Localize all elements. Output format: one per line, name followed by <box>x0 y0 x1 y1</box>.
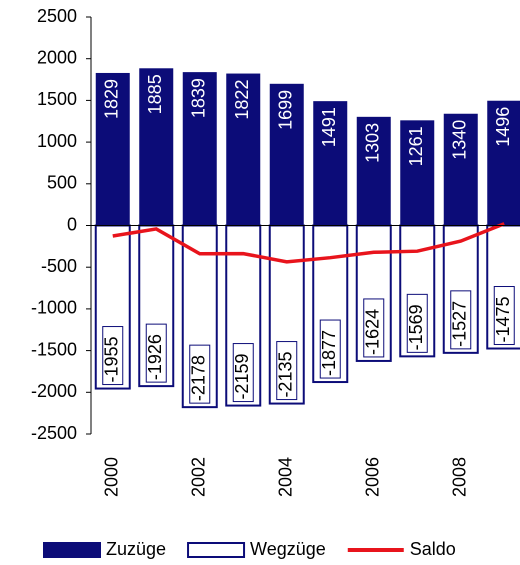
y-tick-label: 2000 <box>37 47 77 67</box>
data-label: -1475 <box>493 296 513 342</box>
y-tick-label: 1000 <box>37 131 77 151</box>
data-label-box <box>450 290 472 350</box>
bar <box>95 72 130 226</box>
data-label: 1885 <box>145 74 165 114</box>
legend-swatch <box>187 542 246 558</box>
data-label: -2159 <box>232 354 252 400</box>
x-tick-label: 2002 <box>189 457 209 497</box>
legend: Zuzüge Wegzüge Saldo <box>43 539 456 559</box>
data-label: 1699 <box>276 90 296 130</box>
y-tick-label: 500 <box>47 173 77 193</box>
y-tick-label: 1500 <box>37 89 77 109</box>
y-tick-label: -2500 <box>31 423 77 443</box>
data-label: 1303 <box>363 123 383 163</box>
data-label-box <box>232 343 254 403</box>
data-label-box <box>276 341 298 401</box>
data-label: -1569 <box>406 304 426 350</box>
bar <box>139 68 174 226</box>
bar <box>443 113 478 226</box>
legend-label: Zuzüge <box>106 539 166 559</box>
data-label-box <box>406 293 428 353</box>
y-tick-label: -2000 <box>31 381 77 401</box>
data-label: 1822 <box>232 80 252 120</box>
data-label-box <box>493 286 515 346</box>
data-label-box <box>363 298 385 358</box>
data-label: 1340 <box>450 120 470 160</box>
y-tick-label: 2500 <box>37 6 77 26</box>
legend-label: Wegzüge <box>250 539 326 559</box>
bar <box>182 72 217 226</box>
data-label: -1955 <box>102 337 122 383</box>
x-tick-label: 2000 <box>102 457 122 497</box>
line <box>112 222 505 264</box>
legend-swatch <box>43 542 101 558</box>
data-label: 1829 <box>102 79 122 119</box>
data-label: 1839 <box>189 78 209 118</box>
data-label: -2135 <box>276 352 296 398</box>
bar <box>356 116 391 226</box>
y-tick-label: -500 <box>41 256 77 276</box>
y-tick-label: -1000 <box>31 298 77 318</box>
bar <box>487 100 520 226</box>
x-tick-label: 2006 <box>363 457 383 497</box>
data-label-box <box>102 326 124 386</box>
data-label-box <box>189 344 211 404</box>
data-label: 1261 <box>406 126 426 166</box>
bar <box>400 120 435 226</box>
bar <box>313 101 348 226</box>
y-tick-label: 0 <box>67 214 77 234</box>
data-label: -2178 <box>189 355 209 401</box>
data-label: -1926 <box>145 334 165 380</box>
bar <box>226 73 261 226</box>
data-label-box <box>319 319 341 379</box>
data-label: 1491 <box>319 107 339 147</box>
plot-area: 2500 2000 1500 1000 500 0 -500 -1000 -1500 -2000 -… <box>31 6 520 497</box>
x-tick-label: 2004 <box>276 457 296 497</box>
bar <box>269 83 304 226</box>
data-label-box <box>145 323 167 383</box>
y-tick-label: -1500 <box>31 339 77 359</box>
data-label: -1527 <box>450 301 470 347</box>
legend-label: Saldo <box>410 539 456 559</box>
x-tick-label: 2008 <box>450 457 470 497</box>
data-label: -1877 <box>319 330 339 376</box>
data-label: -1624 <box>363 309 383 355</box>
data-label: 1496 <box>493 107 513 147</box>
